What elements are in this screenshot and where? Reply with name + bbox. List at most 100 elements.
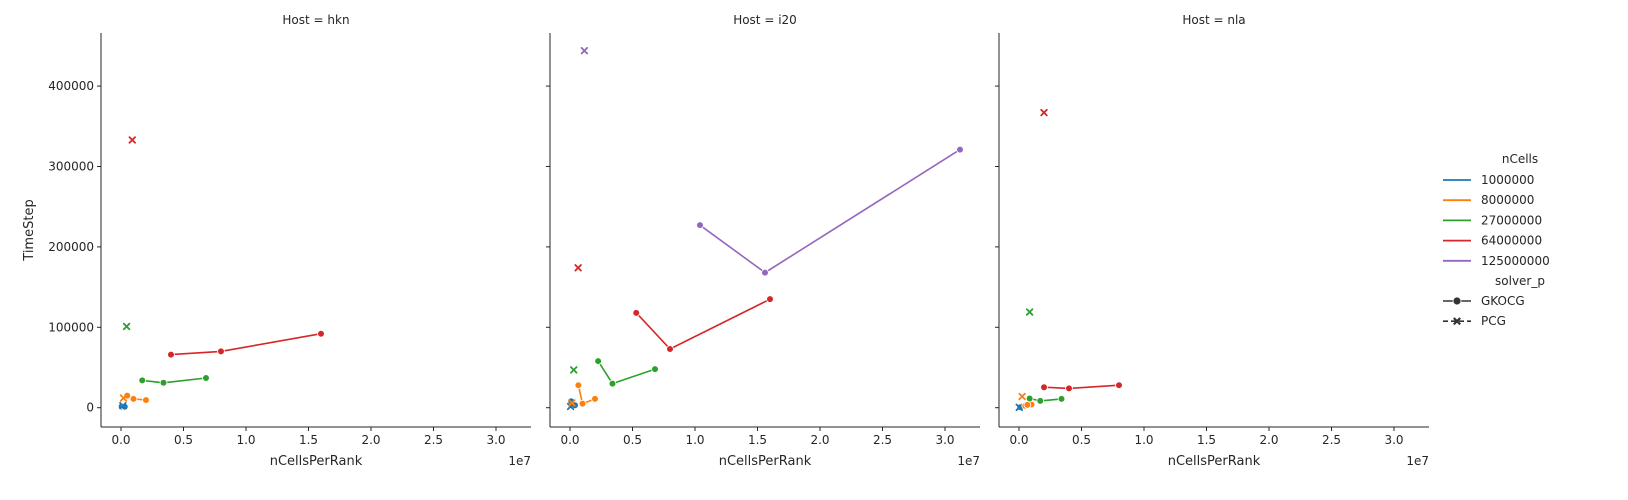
x-tick-label: 1.0 [236, 433, 255, 447]
series-line [635, 298, 771, 350]
y-tick-label: 400000 [48, 79, 94, 93]
data-point-x-marker [1018, 392, 1026, 401]
data-point-circle-marker [1040, 383, 1048, 391]
data-point-circle-marker [1023, 401, 1032, 409]
data-point-x-marker-stroke-b [574, 264, 582, 272]
y-tick-label: 300000 [48, 159, 94, 173]
data-point-circle-marker [167, 350, 175, 359]
data-point-x-marker [119, 394, 128, 402]
data-point-circle-marker [956, 145, 964, 154]
data-point-x-marker [122, 322, 131, 331]
series-27000000-pcg [122, 322, 131, 331]
legend-label: GKOCG [1481, 294, 1525, 308]
data-point-circle-marker [651, 365, 659, 373]
series-1000000-pcg [1015, 403, 1023, 412]
series-27000000-gkocg [138, 374, 210, 387]
series-8000000-gkocg [1021, 400, 1036, 410]
x-tick-label: 2.0 [810, 433, 829, 447]
data-point-x-marker-stroke-b [580, 46, 589, 55]
data-point-x-marker-stroke-b [568, 399, 576, 407]
data-point-x-marker-stroke-b [1025, 308, 1034, 316]
x-axis-offset-label: 1e7 [508, 454, 531, 468]
y-axis-label: TimeStep [22, 199, 37, 261]
series-line [1043, 384, 1120, 390]
data-point-circle-marker [591, 395, 599, 403]
x-tick-label: 1.5 [748, 433, 767, 447]
data-point-x-marker [574, 264, 582, 272]
x-tick-label: 0.0 [560, 433, 579, 447]
series-125000000-pcg [580, 46, 589, 55]
facet-panel-2: Host = nla 0.0 0.5 1.0 1.5 2.0 2.5 3.0 nCellsPer… [995, 13, 1429, 469]
data-point-x-marker [128, 136, 136, 144]
data-point-x-marker [119, 401, 127, 410]
series-64000000-pcg [128, 136, 136, 144]
series-27000000-pcg [1025, 308, 1034, 316]
x-tick-label: 2.0 [361, 433, 380, 447]
x-tick-label: 1.0 [1134, 433, 1153, 447]
data-point-circle-marker [1057, 395, 1066, 403]
legend-label: 8000000 [1481, 193, 1534, 207]
data-point-circle-marker [1065, 384, 1073, 393]
x-tick-label: 1.5 [1197, 433, 1216, 447]
data-point-circle-marker [142, 396, 150, 404]
series-8000000-pcg [568, 399, 576, 407]
series-8000000-gkocg [123, 391, 150, 404]
data-point-x-marker [570, 366, 578, 374]
x-tick-label: 0.0 [1009, 433, 1028, 447]
x-tick-label: 2.5 [424, 433, 443, 447]
series-27000000-gkocg [1025, 394, 1066, 405]
series-64000000-gkocg [167, 329, 325, 359]
legend-style-marker [1452, 296, 1462, 306]
data-point-circle-marker [123, 391, 132, 400]
series-64000000-gkocg [1040, 381, 1123, 393]
data-point-circle-marker [129, 395, 138, 403]
data-point-circle-marker [202, 374, 210, 382]
legend-label: 1000000 [1481, 173, 1534, 187]
x-tick-label: 2.5 [1322, 433, 1341, 447]
legend-label: PCG [1481, 314, 1506, 328]
series-8000000-pcg [1018, 392, 1026, 401]
facet-title: Host = nla [1182, 13, 1245, 27]
x-axis-offset-label: 1e7 [957, 454, 980, 468]
y-tick-label: 0 [86, 401, 94, 415]
facet-panel-0: Host = hkn 0.0 0.5 1.0 1.5 2.0 2.5 3.0 nCellsPer… [22, 13, 531, 469]
data-point-circle-marker [159, 378, 168, 387]
series-line [1029, 397, 1062, 402]
legend-style-marker [1453, 317, 1461, 326]
x-tick-label: 3.0 [486, 433, 505, 447]
x-tick-label: 3.0 [935, 433, 954, 447]
legend-label: 27000000 [1481, 213, 1542, 227]
legend-hue-title: nCells [1502, 152, 1538, 166]
data-point-circle-marker [761, 268, 769, 277]
data-point-circle-marker [578, 399, 587, 408]
data-point-x-marker-stroke-b [119, 394, 128, 402]
data-point-circle-marker [1115, 381, 1123, 389]
series-line [699, 148, 961, 274]
facet-title: Host = i20 [733, 13, 797, 27]
x-tick-label: 0.0 [111, 433, 130, 447]
x-tick-label: 2.5 [873, 433, 892, 447]
x-axis-label: nCellsPerRank [1168, 454, 1261, 469]
data-point-x-marker-stroke-b [122, 322, 131, 331]
legend: nCells 1000000 8000000 27000000 64000000 1250… [1443, 152, 1550, 328]
legend-label: 64000000 [1481, 234, 1542, 248]
facet-title: Host = hkn [282, 13, 349, 27]
series-27000000-gkocg [594, 357, 659, 388]
data-point-circle-marker [217, 347, 225, 356]
data-point-circle-marker [574, 381, 583, 389]
x-axis-offset-label: 1e7 [1406, 454, 1429, 468]
data-point-x-marker-stroke-b [119, 401, 127, 410]
x-tick-label: 0.5 [174, 433, 193, 447]
series-64000000-pcg [1040, 108, 1048, 117]
x-tick-label: 2.0 [1259, 433, 1278, 447]
legend-label: 125000000 [1481, 254, 1550, 268]
data-point-circle-marker [317, 329, 325, 338]
series-125000000-gkocg [696, 145, 964, 277]
series-8000000-gkocg [574, 381, 599, 408]
data-point-circle-marker [632, 309, 641, 317]
x-tick-label: 1.5 [299, 433, 318, 447]
data-point-circle-marker [666, 345, 674, 353]
data-point-circle-marker [766, 295, 774, 303]
data-point-circle-marker [696, 221, 704, 229]
